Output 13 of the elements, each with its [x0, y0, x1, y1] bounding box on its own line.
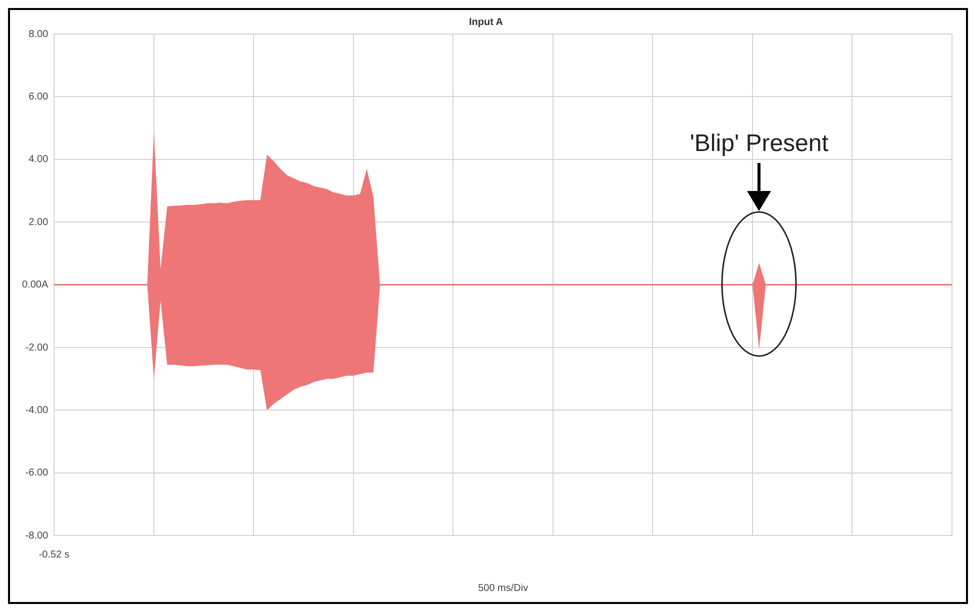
y-tick-label: 8.00	[28, 28, 49, 40]
y-tick-label: -6.00	[25, 468, 49, 479]
y-tick-label: 6.00	[28, 91, 49, 102]
y-tick-label: -8.00	[25, 530, 49, 542]
y-tick-label: -4.00	[25, 404, 49, 416]
x-axis-title: 500 ms/Div	[478, 582, 528, 594]
annotation: 'Blip' Present	[690, 130, 829, 157]
y-tick-label: 4.00	[28, 154, 49, 166]
chart-title: Input A	[468, 16, 504, 28]
text: -0.52 s	[38, 549, 70, 560]
y-tick-label: 0.00A	[22, 280, 48, 291]
y-tick-label: 2.00	[28, 216, 49, 228]
y-tick-label: -2.00	[25, 342, 49, 354]
